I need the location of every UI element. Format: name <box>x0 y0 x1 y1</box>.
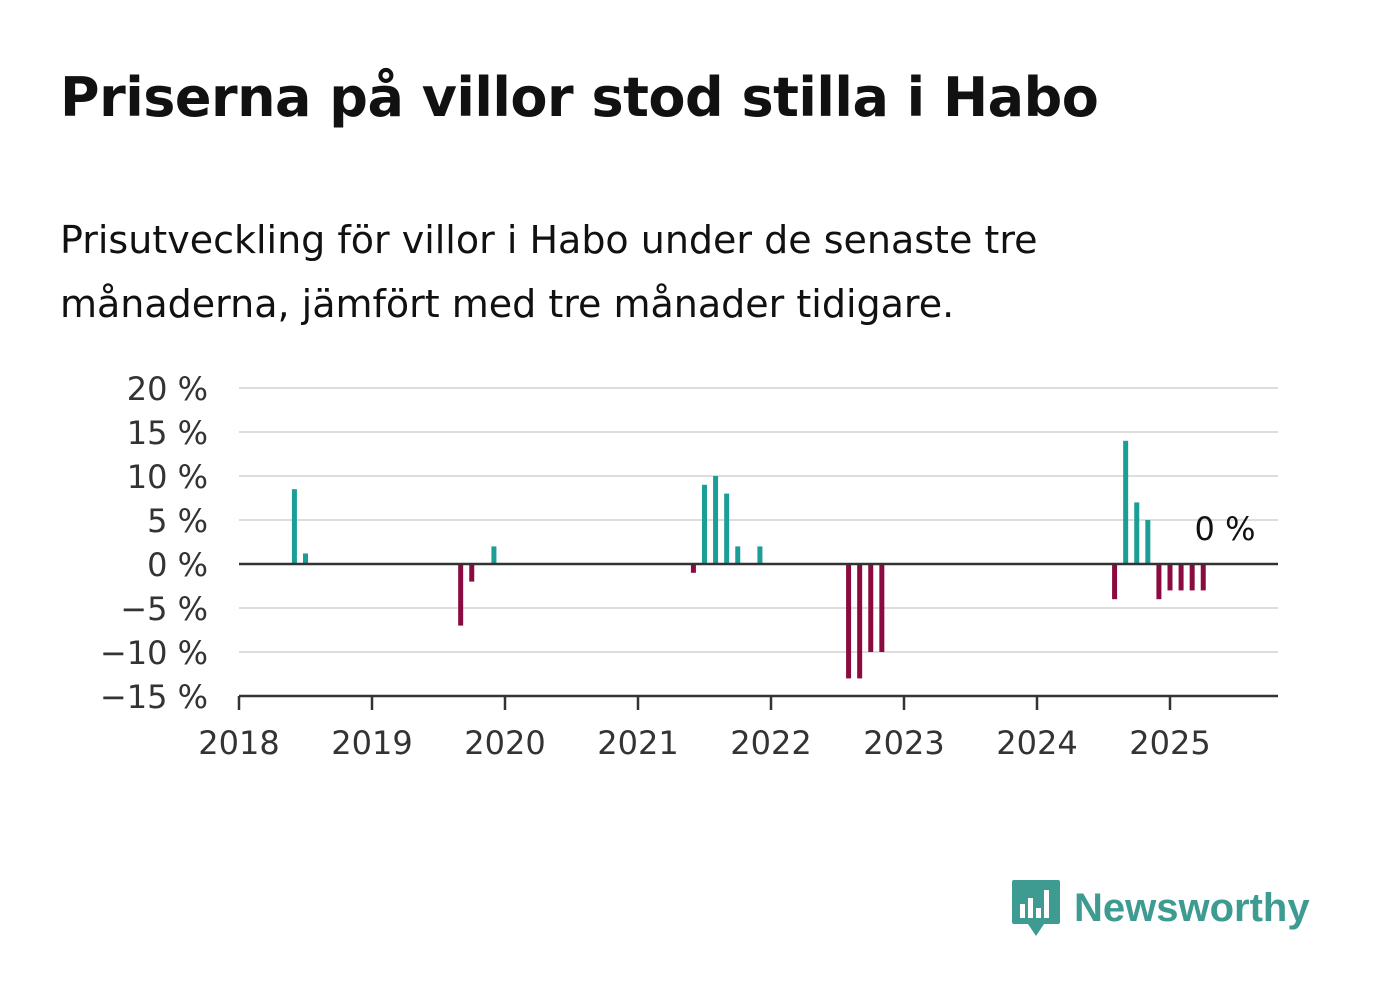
bar <box>1178 564 1184 591</box>
y-tick-label: −15 % <box>100 678 208 716</box>
bar <box>291 489 297 564</box>
bar <box>1112 564 1118 600</box>
x-tick-label: 2021 <box>597 724 678 762</box>
brand-name: Newsworthy <box>1074 885 1310 930</box>
bar <box>857 564 863 679</box>
bar <box>1167 564 1173 591</box>
bar <box>868 564 874 652</box>
x-tick-label: 2023 <box>863 724 944 762</box>
bar <box>879 564 885 652</box>
bar <box>735 546 741 564</box>
x-tick-label: 2022 <box>730 724 811 762</box>
bar <box>1145 520 1151 564</box>
y-tick-label: 15 % <box>127 414 208 452</box>
y-tick-label: 20 % <box>127 370 208 408</box>
bar <box>1123 440 1129 564</box>
chart-title: Priserna på villor stod stilla i Habo <box>60 66 1099 129</box>
bar <box>846 564 852 679</box>
bar-chart-speech-bubble-icon <box>1012 880 1060 936</box>
bar <box>757 546 763 564</box>
x-tick-label: 2025 <box>1129 724 1210 762</box>
bar <box>702 484 707 564</box>
y-tick-label: 0 % <box>147 546 208 584</box>
bar <box>724 493 730 564</box>
y-tick-label: 5 % <box>147 502 208 540</box>
bar <box>713 476 719 564</box>
bar <box>469 564 475 582</box>
bar <box>458 564 464 626</box>
bars <box>291 440 1206 679</box>
y-tick-label: −10 % <box>100 634 208 672</box>
bar <box>690 564 696 573</box>
bar <box>1156 564 1162 600</box>
y-axis-labels: 20 % 15 % 10 % 5 % 0 % −5 % −10 % −15 % <box>100 370 208 716</box>
x-tick-label: 2020 <box>464 724 545 762</box>
bar <box>491 546 497 564</box>
latest-value-annotation: 0 % <box>1195 510 1256 548</box>
x-axis-labels: 2018 2019 2020 2021 2022 2023 2024 2025 <box>198 724 1210 762</box>
bar <box>303 553 308 564</box>
axes <box>237 562 1278 710</box>
bar <box>1200 564 1206 591</box>
bar <box>1189 564 1195 591</box>
x-tick-label: 2019 <box>331 724 412 762</box>
y-tick-label: −5 % <box>120 590 208 628</box>
x-tick-label: 2024 <box>996 724 1077 762</box>
bar <box>1134 502 1140 564</box>
x-tick-label: 2018 <box>198 724 279 762</box>
grid-lines <box>239 387 1278 653</box>
chart-subtitle: Prisutveckling för villor i Habo under d… <box>60 218 1038 326</box>
y-tick-label: 10 % <box>127 458 208 496</box>
newsworthy-logo: Newsworthy <box>1010 878 1310 938</box>
